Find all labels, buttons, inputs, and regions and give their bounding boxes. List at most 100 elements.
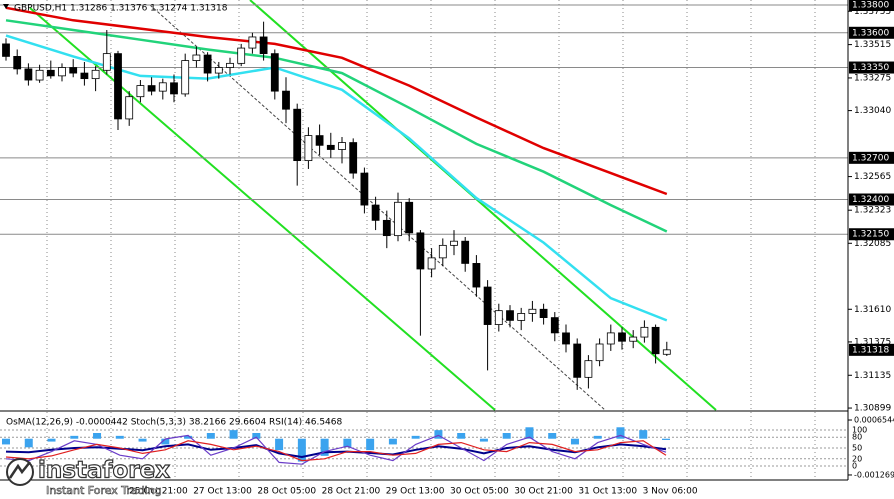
y-tick-label: 1.32323 [854,206,891,216]
y-tick-label: 1.32085 [854,239,891,249]
candle-body [640,326,649,338]
osma-bar [434,430,443,439]
candle-body [562,332,570,345]
logo-mark [8,461,31,479]
osma-bar [502,433,511,439]
symbol-marker [3,4,9,9]
candle-body [147,85,156,92]
candle-body [416,232,425,270]
osma-bar [138,438,147,442]
candle-body [405,201,414,234]
candle-body [2,43,10,57]
x-tick-label: 29 Oct 13:00 [386,487,445,497]
level-label-box [849,26,894,39]
candle-body [494,310,503,325]
osma-bar [184,435,193,439]
candle-body [69,67,78,74]
candle-body [517,313,526,321]
osma-bar [570,438,579,445]
candle-body [214,67,223,74]
osma-bar [616,427,625,439]
osma-bar [47,438,56,442]
candle-body [24,68,33,81]
channel-lower [29,7,496,411]
level-label-box [849,151,894,164]
level-label: 1.32150 [852,230,889,240]
osma-bar [343,438,352,448]
osc-tick-label: 50 [852,444,862,453]
candle-body [382,219,391,237]
candle-body [360,172,369,206]
candle-body [270,53,279,92]
level-label: 1.32400 [852,195,889,205]
candle-body [13,56,22,70]
chart-title: GBPUSD,H1 1.31286 1.31376 1.31274 1.3131… [14,4,228,14]
x-tick-label: 25 Oct 21:00 [129,487,188,497]
candle-body [394,201,402,237]
level-label-box [849,193,894,206]
oscillator-line [5,440,667,462]
candle-body [472,263,481,288]
last-price-box [849,343,894,356]
osma-bar [115,435,124,439]
osma-tick-label: 0.0006544 [854,416,894,425]
candle-body [528,308,537,314]
osma-bar [411,435,420,439]
osma-bar [93,433,102,439]
candle-body [506,310,514,321]
osma-bar [639,430,648,439]
osma-bar [297,438,306,462]
candle-body [629,336,638,342]
channel-upper [249,0,717,411]
osma-bar [275,438,284,451]
candle-body [662,349,671,355]
osma-bar [548,433,557,439]
candle-body [651,326,660,355]
watermark: instaforex Instant Forex Trading [6,457,171,497]
osma-bar [366,438,375,451]
candle-body [136,85,145,98]
oscillator-line [5,443,667,459]
osc-tick-label: 80 [852,433,862,442]
level-label: 1.33600 [852,28,889,38]
time-grid [46,0,816,480]
level-label: 1.33800 [852,1,889,11]
x-tick-label: 3 Nov 06:00 [643,487,698,497]
candle-body [35,69,44,81]
candle-body [181,60,190,95]
level-label-box [849,0,894,12]
watermark-tagline: Instant Forex Trading [46,484,162,497]
candle-body [584,360,593,378]
osc-tick-label: 100 [852,426,867,435]
candle-body [91,69,100,80]
y-tick-label: 1.33755 [854,7,891,17]
level-label-box [849,61,894,74]
x-tick-label: 28 Oct 05:00 [257,487,316,497]
candle-body [461,240,470,264]
osma-bar [2,438,10,445]
osma-bar [388,438,397,445]
osma-bar [320,438,329,456]
osma-bar [662,438,670,440]
osma-bar [70,435,79,439]
osma-bar [525,427,534,439]
osma-bar [479,438,488,442]
y-tick-label: 1.31135 [854,371,891,381]
y-tick-label: 1.33040 [854,106,891,116]
watermark-brand: instaforex [38,458,170,484]
osma-bar [457,433,466,439]
candle-body [80,72,89,80]
osma-bar [252,433,261,439]
candle-body [293,108,302,162]
candle-body [58,67,66,77]
candle-body [226,62,234,68]
channel-middle [149,4,606,411]
candle-body [192,54,201,61]
candle-body [304,135,313,162]
candle-body [427,257,436,270]
candle-body [158,82,167,92]
osma-bar [206,433,215,439]
x-tick-label: 28 Oct 21:00 [322,487,381,497]
